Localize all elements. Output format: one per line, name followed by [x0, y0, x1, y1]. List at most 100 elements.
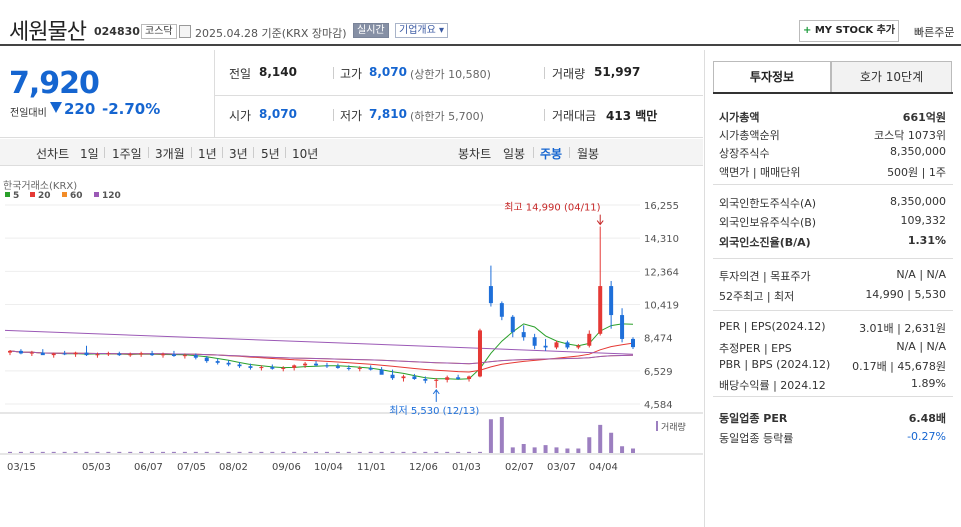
chart-annotations: 최고 14,990 (04/11) 최저 5,530 (12/13)	[389, 202, 604, 417]
period-10y[interactable]: 10년	[292, 147, 319, 161]
volume-bar	[445, 451, 450, 453]
legend-label: 5	[13, 191, 19, 201]
volume-legend-swatch	[656, 421, 658, 431]
volume-bar	[499, 417, 504, 453]
open-label: 시가	[229, 109, 252, 123]
y-tick-label: 6,529	[644, 367, 673, 378]
legend-swatch	[5, 192, 10, 197]
period-3m[interactable]: 3개월	[155, 147, 185, 161]
candle-body	[543, 345, 548, 348]
candle-body	[631, 338, 635, 348]
volume-bar	[510, 447, 515, 453]
period-daily[interactable]: 일봉	[503, 147, 526, 161]
candle-body	[204, 357, 209, 362]
volume-bar	[84, 451, 89, 453]
volume-bar	[150, 451, 155, 453]
candle-body	[259, 367, 264, 369]
company-name: 세원물산	[9, 20, 87, 45]
candle-body	[554, 342, 559, 348]
candle-body	[423, 379, 428, 381]
volume-bar	[314, 451, 319, 453]
candle-body	[281, 367, 286, 369]
volume-bar	[532, 447, 537, 453]
tab-orderbook-10[interactable]: 호가 10단계	[831, 61, 952, 93]
add-mystock-button[interactable]: + MY STOCK 추가	[799, 20, 899, 42]
tab-investment-info[interactable]: 투자정보	[713, 61, 831, 93]
volume-bar	[576, 448, 581, 453]
volume-bar	[587, 437, 592, 453]
company-info-dropdown[interactable]: 기업개요 ▾	[395, 23, 449, 38]
realtime-button[interactable]: 실시간	[353, 23, 389, 38]
info-row-label: 외국인소진율(B/A)	[719, 236, 811, 249]
period-1w[interactable]: 1주일	[112, 147, 142, 161]
volume-bar	[620, 446, 625, 453]
period-weekly[interactable]: 주봉	[540, 147, 563, 161]
high-value: 8,070	[369, 65, 407, 79]
low-value: 7,810	[369, 107, 407, 121]
x-tick-label: 01/03	[452, 462, 481, 473]
ma-line	[9, 342, 634, 373]
stock-chart[interactable]: 한국거래소(KRX) 5 20 60 120 16,255 14,310 12,364 10…	[0, 167, 703, 527]
prev-close-value: 8,140	[259, 65, 297, 79]
info-row-label: 외국인보유주식수(B)	[719, 216, 817, 229]
high-arrow	[596, 214, 604, 226]
volume-bar	[73, 451, 78, 453]
candle-body	[510, 316, 515, 333]
candle-body	[117, 353, 122, 356]
period-1d[interactable]: 1일	[80, 147, 99, 161]
legend-swatch	[30, 192, 35, 197]
volume-bar	[171, 451, 176, 453]
candle-body	[171, 354, 176, 356]
info-row-value: 500원 | 1주	[887, 166, 946, 179]
info-row-value: N/A | N/A	[896, 268, 946, 281]
candle-body	[346, 367, 351, 369]
change-label: 전일대비	[10, 108, 47, 119]
info-row-label: 상장주식수	[719, 147, 770, 160]
candle-body	[18, 350, 23, 354]
volume-bar	[488, 419, 493, 453]
ma-line	[9, 350, 634, 365]
divider	[713, 396, 953, 397]
legend-label: 20	[38, 191, 51, 201]
period-1y[interactable]: 1년	[198, 147, 217, 161]
volume-bar	[237, 451, 242, 453]
candle-body	[499, 303, 504, 317]
volume-bar	[182, 451, 187, 453]
period-5y[interactable]: 5년	[261, 147, 280, 161]
quick-order-link[interactable]: 빠른주문	[914, 26, 955, 39]
volume-bar	[40, 451, 45, 453]
volume-bar	[226, 451, 231, 453]
chart-grid	[0, 204, 703, 455]
candle-body	[488, 286, 493, 304]
candle-body	[314, 363, 319, 366]
y-tick-label: 16,255	[644, 201, 679, 212]
investment-info-panel	[704, 50, 961, 527]
info-row-value: 6.48배	[908, 412, 946, 425]
line-chart-label: 선차트	[36, 147, 70, 161]
volume-bar	[106, 451, 111, 453]
candle-body	[95, 354, 100, 356]
candle-body	[324, 365, 329, 367]
low-annotation: 최저 5,530 (12/13)	[389, 405, 479, 417]
volume-bar	[161, 451, 166, 453]
divider	[215, 95, 703, 96]
volume-bar	[357, 451, 362, 453]
period-monthly[interactable]: 월봉	[577, 147, 600, 161]
x-tick-label: 09/06	[272, 462, 301, 473]
divider	[104, 147, 105, 158]
stock-code: 024830	[94, 25, 140, 38]
volume-bar	[401, 451, 406, 453]
divider	[713, 184, 953, 185]
candle-body	[248, 366, 253, 368]
candle-body	[390, 374, 395, 379]
info-row-value: 8,350,000	[890, 195, 946, 208]
candle-body	[270, 367, 275, 369]
candle-body	[161, 354, 166, 356]
candle-body	[434, 379, 439, 381]
volume-bars: 거래량	[8, 417, 686, 453]
period-3y[interactable]: 3년	[229, 147, 248, 161]
company-info-label: 기업개요	[399, 25, 436, 36]
candle-body	[576, 345, 581, 348]
y-tick-label: 8,474	[644, 334, 673, 345]
info-row-label: PBR | BPS (2024.12)	[719, 358, 831, 371]
